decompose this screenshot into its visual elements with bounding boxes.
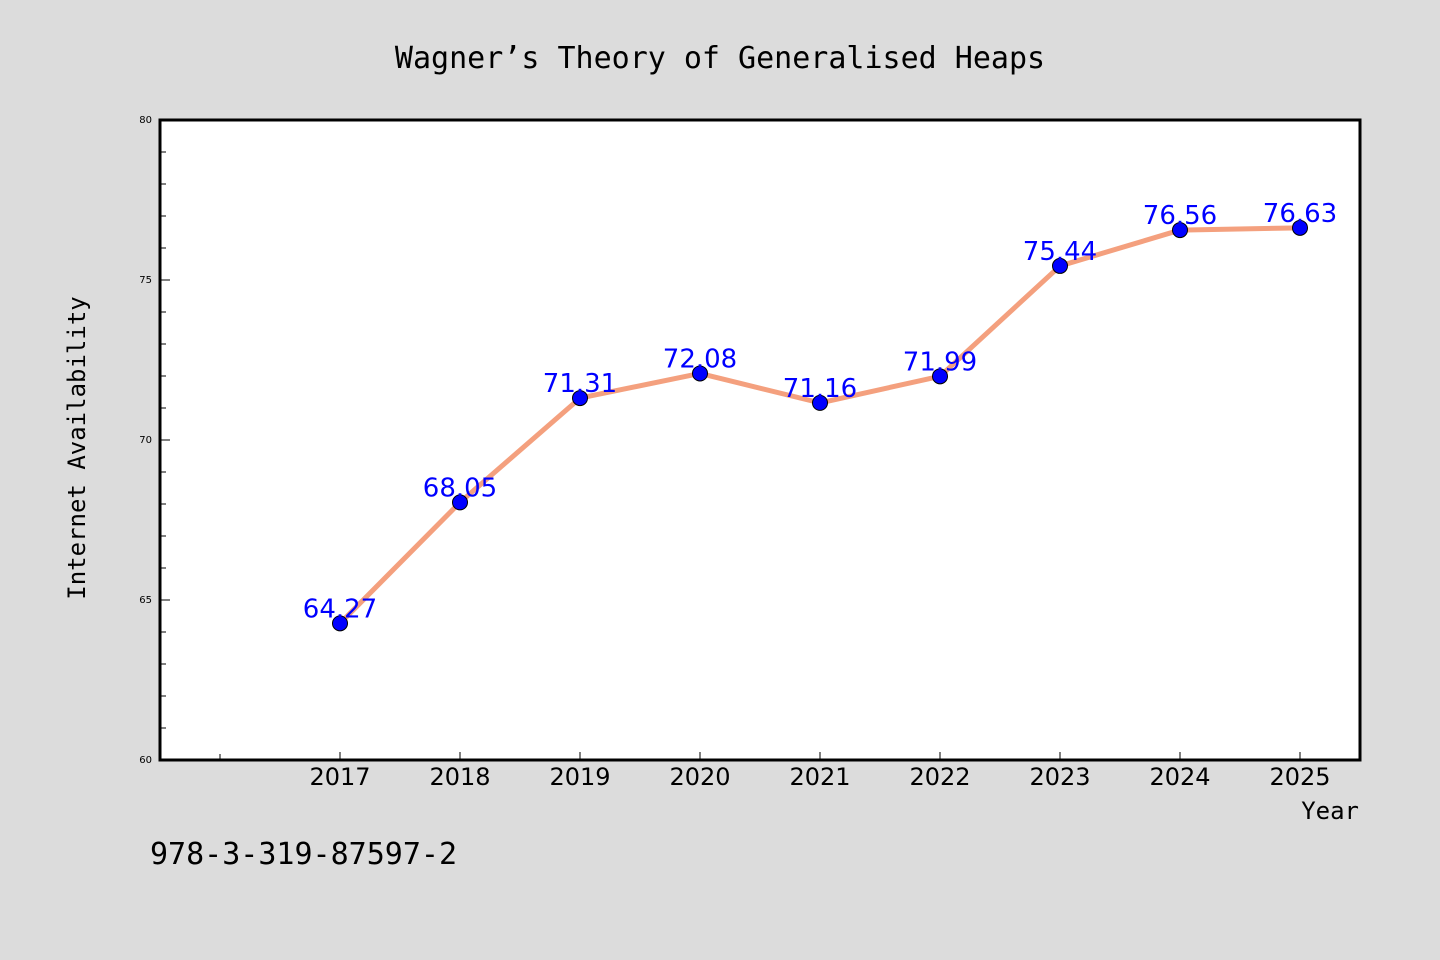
chart-title: Wagner’s Theory of Generalised Heaps — [395, 41, 1045, 76]
data-point — [1052, 257, 1068, 274]
x-tick-label: 2019 — [549, 763, 610, 791]
data-label-layer: 64.27 68.05 71.31 72.08 71.16 71.99 75.44 76.56… — [303, 199, 1337, 625]
y-axis-label: Internet Availability — [63, 296, 91, 599]
series-layer — [332, 219, 1308, 632]
footer-code: 978-3-319-87597-2 — [150, 837, 457, 872]
data-point — [332, 615, 348, 632]
plot-area — [160, 120, 1360, 760]
plot-frame — [158, 118, 1362, 762]
y-tick-label: 60 — [139, 755, 152, 766]
data-point — [932, 368, 948, 385]
x-tick-label: 2022 — [909, 763, 970, 791]
x-axis-label: Year — [1301, 797, 1359, 825]
y-tick-label: 65 — [139, 595, 152, 606]
data-label: 64.27 — [303, 594, 377, 624]
x-tick-label: 2021 — [789, 763, 850, 791]
y-tick-label: 70 — [139, 435, 152, 446]
data-label: 75.44 — [1023, 237, 1097, 267]
data-label: 68.05 — [423, 473, 497, 503]
data-point — [452, 494, 468, 511]
data-point — [812, 394, 828, 411]
x-tick-label: 2020 — [669, 763, 730, 791]
data-label: 76.56 — [1143, 201, 1217, 231]
data-label: 71.16 — [783, 374, 857, 404]
y-tick-label: 80 — [139, 115, 152, 126]
x-tick-label: 2025 — [1269, 763, 1330, 791]
x-tick-label: 2023 — [1029, 763, 1090, 791]
data-point — [572, 390, 588, 407]
y-tick-label: 75 — [139, 275, 152, 286]
y-axis-ticks: 60 65 70 75 80 — [139, 115, 170, 766]
data-label: 76.63 — [1263, 199, 1337, 229]
data-label: 71.31 — [543, 369, 617, 399]
x-tick-label: 2017 — [309, 763, 370, 791]
data-label: 72.08 — [663, 344, 737, 374]
data-label: 71.99 — [903, 347, 977, 377]
x-tick-label: 2024 — [1149, 763, 1210, 791]
data-point — [1172, 222, 1188, 239]
x-tick-label: 2018 — [429, 763, 490, 791]
data-point — [1292, 219, 1308, 236]
data-point — [692, 365, 708, 382]
x-axis-ticks: 2017 2018 2019 2020 2021 2022 2023 2024 2025 — [219, 752, 1331, 791]
